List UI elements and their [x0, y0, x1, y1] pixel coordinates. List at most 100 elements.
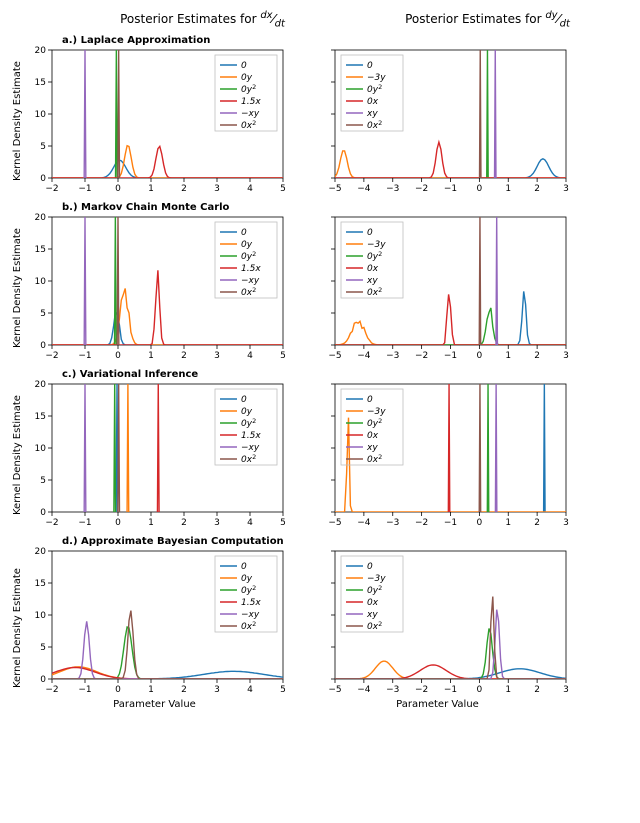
- svg-text:−1: −1: [78, 184, 91, 194]
- svg-text:−1: −1: [78, 351, 91, 361]
- svg-text:1: 1: [148, 351, 154, 361]
- svg-text:−1: −1: [78, 685, 91, 695]
- svg-text:5: 5: [280, 685, 286, 695]
- svg-text:15: 15: [35, 412, 46, 422]
- svg-text:−2: −2: [45, 184, 58, 194]
- svg-text:0: 0: [367, 61, 373, 71]
- svg-text:0x2: 0x2: [367, 620, 382, 632]
- svg-text:15: 15: [35, 579, 46, 589]
- svg-text:5: 5: [40, 142, 46, 152]
- column-title-right: Posterior Estimates for dy⁄dt: [345, 10, 630, 35]
- svg-text:20: 20: [35, 547, 47, 557]
- row-title-0: a.) Laplace Approximation: [10, 35, 630, 46]
- chart-panel-r0-c0: 05101520−2−101234500y0y21.5x−xy0x2: [22, 46, 287, 196]
- svg-text:0: 0: [40, 341, 46, 351]
- svg-text:4: 4: [247, 184, 253, 194]
- svg-text:0y: 0y: [241, 407, 253, 417]
- svg-text:4: 4: [247, 518, 253, 528]
- svg-text:0: 0: [241, 562, 247, 572]
- svg-text:−xy: −xy: [241, 443, 260, 453]
- svg-text:1: 1: [148, 518, 154, 528]
- svg-text:1: 1: [505, 184, 511, 194]
- svg-text:10: 10: [35, 277, 47, 287]
- svg-text:2: 2: [534, 685, 540, 695]
- svg-text:0y2: 0y2: [241, 83, 256, 95]
- svg-text:−5: −5: [328, 685, 341, 695]
- svg-text:1.5x: 1.5x: [241, 264, 261, 274]
- svg-text:0: 0: [115, 518, 121, 528]
- svg-text:0x: 0x: [367, 264, 379, 274]
- svg-text:5: 5: [280, 518, 286, 528]
- svg-text:xy: xy: [366, 276, 378, 286]
- svg-text:0: 0: [477, 518, 483, 528]
- svg-text:−2: −2: [45, 351, 58, 361]
- svg-text:2: 2: [534, 184, 540, 194]
- svg-text:0y2: 0y2: [241, 417, 256, 429]
- svg-text:−2: −2: [45, 518, 58, 528]
- figure-grid: Posterior Estimates for dx⁄dt Posterior …: [10, 10, 630, 710]
- svg-text:xy: xy: [366, 610, 378, 620]
- svg-text:−5: −5: [328, 184, 341, 194]
- svg-text:0x: 0x: [367, 431, 379, 441]
- svg-text:1: 1: [505, 518, 511, 528]
- panel-wrap-r1-c1: −5−4−3−2−101230−3y0y20xxy0x2: [305, 213, 570, 363]
- svg-text:−5: −5: [328, 351, 341, 361]
- svg-text:10: 10: [35, 611, 47, 621]
- chart-row-0: a.) Laplace ApproximationKernel Density …: [10, 35, 630, 196]
- svg-text:0x: 0x: [367, 97, 379, 107]
- chart-panel-r2-c1: −5−4−3−2−101230−3y0y20xxy0x2: [305, 380, 570, 530]
- chart-panel-r3-c1: −5−4−3−2−101230−3y0y20xxy0x2: [305, 547, 570, 697]
- svg-text:15: 15: [35, 245, 46, 255]
- x-axis-label: Parameter Value: [305, 699, 570, 710]
- svg-text:5: 5: [280, 184, 286, 194]
- svg-text:0: 0: [40, 675, 46, 685]
- svg-text:0x2: 0x2: [367, 286, 382, 298]
- svg-text:0: 0: [115, 184, 121, 194]
- svg-text:3: 3: [214, 685, 220, 695]
- svg-text:xy: xy: [366, 443, 378, 453]
- svg-text:3: 3: [214, 351, 220, 361]
- chart-row-3: d.) Approximate Bayesian ComputationKern…: [10, 536, 630, 710]
- svg-text:2: 2: [181, 184, 187, 194]
- column-title-left: Posterior Estimates for dx⁄dt: [60, 10, 345, 35]
- y-axis-label: Kernel Density Estimate: [10, 213, 22, 363]
- x-axis-label: Parameter Value: [22, 699, 287, 710]
- svg-text:−2: −2: [415, 184, 428, 194]
- svg-text:−1: −1: [444, 184, 457, 194]
- svg-text:0y: 0y: [241, 574, 253, 584]
- svg-text:2: 2: [181, 351, 187, 361]
- svg-text:0: 0: [241, 395, 247, 405]
- row-title-3: d.) Approximate Bayesian Computation: [10, 536, 630, 547]
- svg-text:4: 4: [247, 685, 253, 695]
- svg-text:−1: −1: [444, 518, 457, 528]
- svg-text:−4: −4: [357, 685, 371, 695]
- svg-text:−3: −3: [386, 351, 399, 361]
- svg-text:1: 1: [505, 351, 511, 361]
- chart-panel-r0-c1: −5−4−3−2−101230−3y0y20xxy0x2: [305, 46, 570, 196]
- svg-text:0x2: 0x2: [367, 453, 382, 465]
- svg-text:0: 0: [115, 351, 121, 361]
- panel-wrap-r3-c1: −5−4−3−2−101230−3y0y20xxy0x2Parameter Va…: [305, 547, 570, 710]
- svg-text:15: 15: [35, 78, 46, 88]
- row-title-2: c.) Variational Inference: [10, 369, 630, 380]
- panel-wrap-r0-c0: 05101520−2−101234500y0y21.5x−xy0x2: [22, 46, 287, 196]
- chart-panel-r3-c0: 05101520−2−101234500y0y21.5x−xy0x2: [22, 547, 287, 697]
- svg-text:−4: −4: [357, 351, 371, 361]
- svg-text:−3y: −3y: [367, 73, 386, 83]
- svg-text:−4: −4: [357, 184, 371, 194]
- panel-wrap-r0-c1: −5−4−3−2−101230−3y0y20xxy0x2: [305, 46, 570, 196]
- svg-text:0y2: 0y2: [367, 83, 382, 95]
- svg-text:5: 5: [40, 643, 46, 653]
- svg-text:0y: 0y: [241, 240, 253, 250]
- svg-text:5: 5: [40, 309, 46, 319]
- svg-text:−2: −2: [45, 685, 58, 695]
- svg-text:2: 2: [534, 351, 540, 361]
- svg-text:0y2: 0y2: [367, 584, 382, 596]
- y-axis-label: Kernel Density Estimate: [10, 46, 22, 196]
- svg-text:−3: −3: [386, 518, 399, 528]
- svg-text:0: 0: [40, 508, 46, 518]
- svg-text:0x2: 0x2: [241, 620, 256, 632]
- svg-text:−1: −1: [444, 351, 457, 361]
- svg-text:1.5x: 1.5x: [241, 97, 261, 107]
- column-title-row: Posterior Estimates for dx⁄dt Posterior …: [10, 10, 630, 35]
